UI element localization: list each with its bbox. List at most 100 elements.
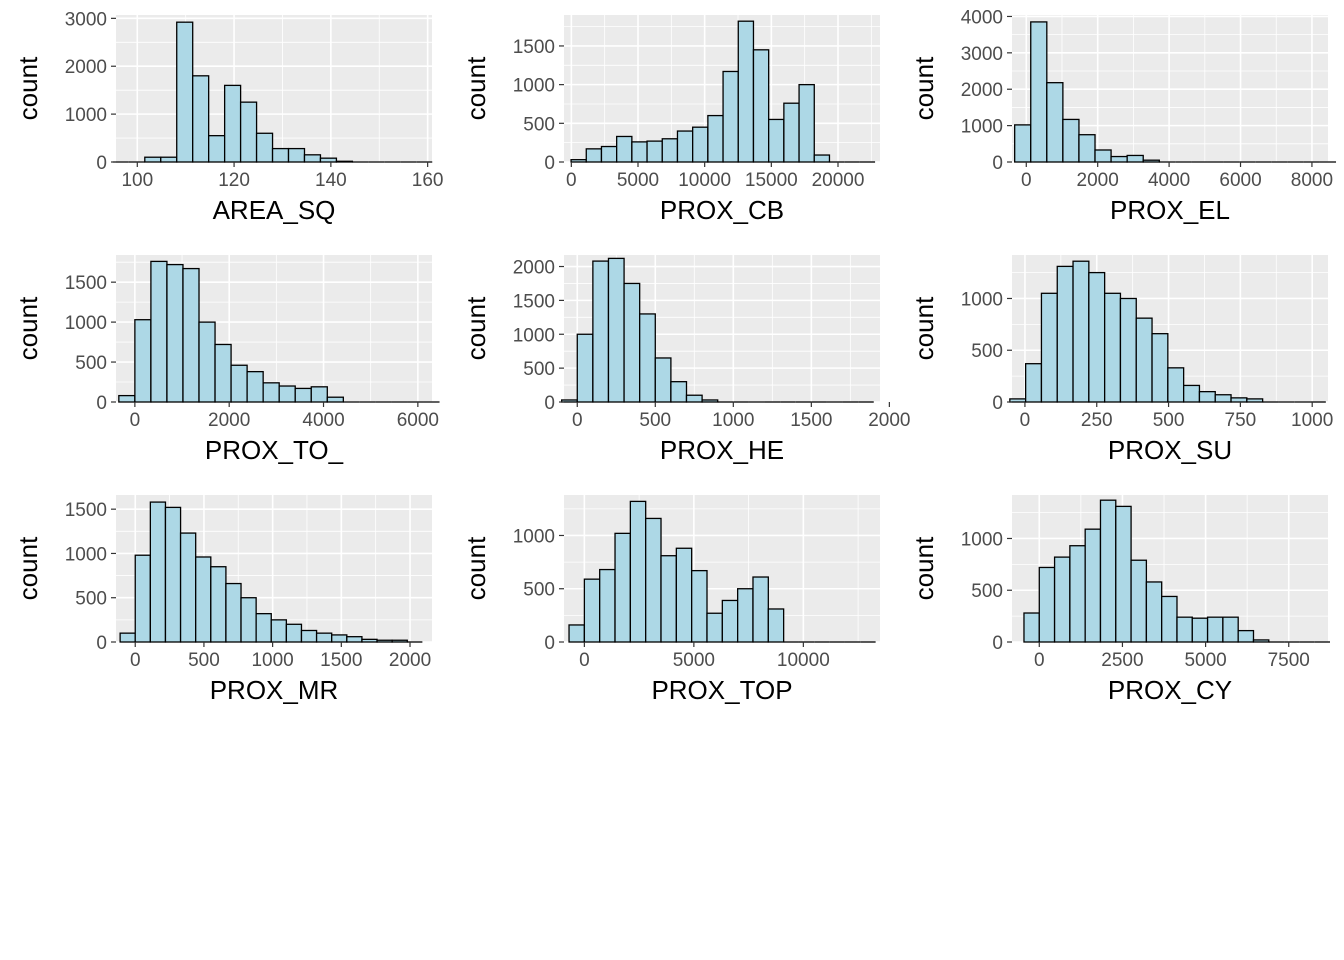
histogram-bar: [1099, 499, 1117, 643]
x-tick-label: 0: [1021, 170, 1032, 191]
y-axis-title: count: [909, 536, 939, 600]
histogram-bar: [675, 547, 693, 643]
histogram-bar: [1191, 617, 1209, 643]
x-tick-label: 5000: [1184, 650, 1226, 671]
y-tick-label: 1000: [65, 544, 107, 565]
histogram-bar: [1126, 154, 1144, 163]
histogram-bar: [1030, 21, 1048, 163]
y-tick-label: 1000: [513, 526, 555, 547]
histogram-bar: [240, 597, 257, 643]
x-tick-label: 5000: [673, 650, 715, 671]
histogram-bar: [722, 70, 739, 163]
histogram-bar: [568, 624, 586, 643]
x-tick-label: 4000: [302, 410, 344, 431]
histogram-bar: [631, 141, 648, 163]
histogram-bar: [685, 394, 703, 403]
histogram-bar: [1214, 394, 1232, 403]
y-tick-label: 3000: [65, 9, 107, 30]
histogram-bar: [1038, 566, 1056, 643]
y-tick-label: 500: [523, 114, 555, 135]
histogram-bar: [1206, 616, 1224, 643]
x-tick-label: 2000: [208, 410, 250, 431]
histogram-bar: [262, 382, 280, 403]
histogram-bar: [1115, 505, 1132, 643]
histogram-bar: [179, 532, 197, 643]
x-tick-label: 2000: [868, 410, 910, 431]
y-tick-label: 0: [544, 153, 555, 174]
y-tick-label: 500: [75, 589, 107, 610]
y-axis-title: count: [13, 536, 43, 600]
x-tick-label: 8000: [1291, 170, 1333, 191]
histogram-bar: [737, 588, 754, 643]
x-tick-label: 0: [1020, 410, 1031, 431]
histogram-bar: [1024, 363, 1043, 403]
histogram-bar: [1103, 292, 1122, 403]
y-tick-label: 1000: [961, 117, 1003, 138]
histogram-bar: [752, 49, 770, 163]
x-tick-label: 500: [639, 410, 671, 431]
histogram-bar: [1014, 124, 1032, 163]
y-tick-label: 0: [992, 393, 1003, 414]
histogram-bar: [670, 381, 688, 403]
histogram-bar: [570, 159, 587, 163]
y-tick-label: 1000: [961, 529, 1003, 550]
x-tick-label: 6000: [1219, 170, 1261, 191]
y-tick-label: 0: [544, 633, 555, 654]
panel-background: [116, 15, 432, 162]
histogram-panel: 0 500 1000 1500 2000 0 500 1000 1500 PROX_MR count: [13, 495, 432, 705]
y-axis-title: count: [461, 296, 491, 360]
x-tick-label: 0: [130, 410, 141, 431]
x-tick-label: 2000: [1077, 170, 1119, 191]
histogram-bar: [1237, 629, 1255, 643]
histogram-bar: [246, 370, 264, 403]
histogram-bar: [176, 21, 194, 163]
y-tick-label: 0: [96, 633, 107, 654]
histogram-bar: [239, 101, 258, 163]
histogram-bar: [164, 506, 182, 643]
histogram-bar: [303, 154, 322, 163]
histogram-bar: [192, 75, 210, 163]
histogram-bar: [1167, 367, 1185, 403]
histogram-bar: [119, 632, 136, 643]
x-tick-label: 5000: [617, 170, 659, 191]
histogram-bar: [1230, 397, 1248, 403]
histogram-panel: 0 500 1000 1500 2000 0 500 1000 1500 2000 PROX_HE c…: [461, 255, 911, 465]
x-axis-title: PROX_HE: [660, 435, 784, 465]
histogram-bar: [134, 319, 152, 403]
histogram-bar: [210, 566, 227, 643]
histogram-bar: [182, 267, 200, 403]
y-tick-label: 4000: [961, 7, 1003, 28]
histogram-bar: [160, 156, 178, 163]
x-tick-label: 120: [218, 170, 250, 191]
x-tick-label: 750: [1225, 410, 1257, 431]
x-tick-label: 6000: [397, 410, 439, 431]
histogram-bar: [315, 632, 333, 643]
y-axis-title: count: [13, 296, 43, 360]
x-tick-label: 20000: [812, 170, 865, 191]
x-tick-label: 2000: [389, 650, 431, 671]
histogram-panel: 0 2000 4000 6000 0 500 1000 1500 PROX_TO_ count: [13, 255, 440, 465]
histogram-bar: [331, 634, 348, 643]
histogram-bar: [1182, 384, 1201, 403]
histogram-bar: [214, 343, 232, 403]
histogram-bar: [198, 321, 216, 403]
histogram-bar: [1056, 265, 1074, 403]
histogram-bar: [1023, 612, 1040, 643]
histogram-bar: [285, 623, 303, 643]
y-tick-label: 0: [992, 633, 1003, 654]
histogram-bar: [118, 394, 136, 403]
histogram-bar: [661, 138, 679, 163]
histogram-bar: [1053, 556, 1071, 643]
histogram-bar: [271, 147, 290, 163]
y-axis-title: count: [909, 56, 939, 120]
x-tick-label: 140: [315, 170, 347, 191]
histogram-bar: [623, 282, 641, 403]
histogram-bar: [706, 612, 723, 643]
histogram-bar: [576, 333, 594, 403]
y-tick-label: 500: [523, 580, 555, 601]
histogram-bar: [737, 20, 755, 163]
y-tick-label: 1000: [513, 325, 555, 346]
x-tick-label: 1000: [251, 650, 293, 671]
histogram-bar: [150, 260, 168, 403]
x-axis-title: PROX_CB: [660, 195, 784, 225]
